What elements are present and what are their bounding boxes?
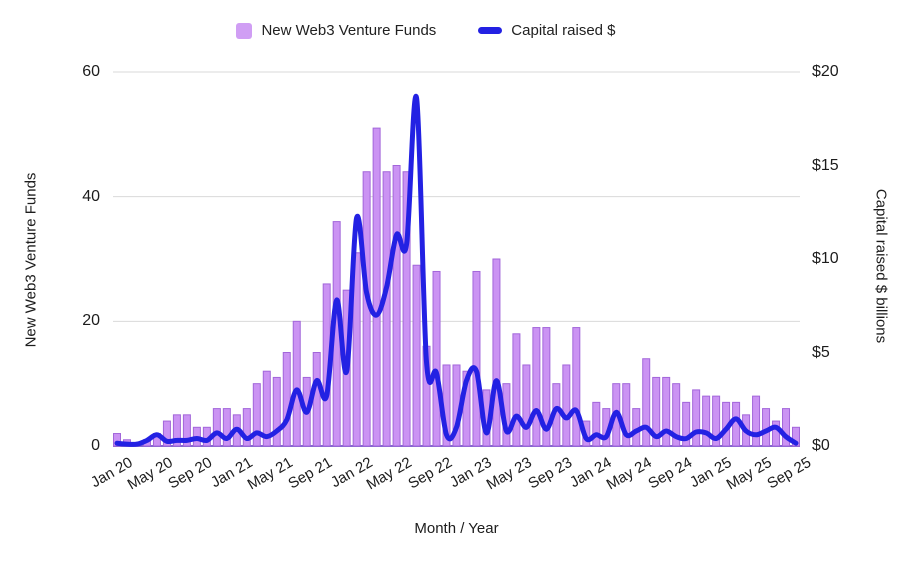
bar[interactable] [212, 408, 221, 447]
capital-series-swatch-icon [478, 27, 503, 34]
bar[interactable] [162, 420, 171, 447]
legend-capital-label: Capital raised $ [511, 22, 616, 39]
bar[interactable] [692, 389, 701, 447]
x-axis-tick-label: Sep 24 [645, 454, 695, 493]
funds-series-swatch-icon [236, 22, 253, 39]
bar[interactable] [113, 433, 121, 447]
x-axis-tick-label: May 20 [124, 454, 176, 494]
right-axis-title: Capital raised $ billions [872, 188, 890, 344]
bar[interactable] [532, 327, 541, 447]
bar[interactable] [412, 264, 421, 447]
x-axis-tick-label: Sep 25 [764, 454, 815, 493]
line-series[interactable] [114, 93, 799, 447]
bar[interactable] [682, 401, 691, 447]
bar[interactable] [652, 376, 661, 447]
bar[interactable] [642, 358, 651, 447]
left-axis-tick-label: 20 [82, 312, 100, 330]
x-axis-tick-label: May 21 [244, 454, 296, 494]
bar[interactable] [772, 420, 781, 447]
bar[interactable] [752, 395, 761, 447]
x-axis-tick-label: Sep 21 [285, 454, 336, 493]
bar[interactable] [382, 171, 391, 447]
bar[interactable] [292, 320, 301, 447]
x-axis-title: Month / Year [414, 520, 499, 537]
bar[interactable] [562, 364, 571, 447]
bar[interactable] [272, 376, 281, 447]
plot-svg [113, 71, 800, 447]
bar[interactable] [252, 383, 261, 447]
bar[interactable] [472, 270, 481, 447]
bar[interactable] [662, 376, 671, 447]
bar[interactable] [702, 395, 711, 447]
left-axis-title: New Web3 Venture Funds [22, 172, 40, 348]
x-axis-tick-label: May 22 [363, 454, 416, 494]
bar[interactable] [172, 414, 181, 447]
bar[interactable] [542, 327, 551, 447]
bar[interactable] [672, 383, 681, 447]
legend-funds-label: New Web3 Venture Funds [261, 22, 437, 39]
bar[interactable] [392, 165, 401, 447]
bar[interactable] [352, 252, 361, 447]
bar[interactable] [402, 171, 411, 447]
legend-item-capital[interactable]: Capital raised $ [478, 22, 616, 39]
x-axis-tick-label: Sep 20 [165, 454, 216, 493]
x-axis-tick-label: May 23 [483, 454, 535, 494]
bar[interactable] [792, 426, 800, 447]
bar[interactable] [782, 408, 791, 447]
bar[interactable] [242, 408, 251, 447]
bar[interactable] [522, 364, 531, 447]
bar[interactable] [262, 370, 271, 447]
bar[interactable] [572, 327, 581, 447]
left-axis-tick-label: 0 [91, 437, 100, 454]
x-axis-tick-label: May 24 [603, 454, 655, 494]
bar[interactable] [512, 333, 521, 447]
bar[interactable] [372, 127, 381, 447]
bar[interactable] [592, 401, 601, 447]
right-axis-tick-label: $20 [812, 63, 839, 80]
bar[interactable] [712, 395, 721, 447]
bar[interactable] [492, 258, 501, 447]
bar[interactable] [182, 414, 191, 447]
legend-item-funds[interactable]: New Web3 Venture Funds [236, 22, 436, 39]
left-axis-tick-label: 40 [82, 187, 100, 205]
bars-series[interactable] [113, 127, 800, 447]
right-axis-tick-label: $0 [812, 437, 830, 454]
bar[interactable] [622, 383, 631, 447]
right-axis-tick-label: $10 [812, 250, 839, 267]
plot-area [113, 71, 800, 447]
x-axis-tick-label: Sep 23 [525, 454, 575, 493]
x-axis-tick-label: May 25 [723, 454, 775, 494]
bar[interactable] [312, 352, 321, 447]
left-axis-tick-label: 60 [82, 63, 100, 80]
right-axis-tick-label: $15 [812, 156, 839, 174]
bar[interactable] [222, 408, 231, 447]
bar[interactable] [432, 270, 441, 447]
chart-legend: New Web3 Venture Funds Capital raised $ [0, 22, 922, 39]
right-axis-tick-label: $5 [812, 343, 830, 361]
x-axis-tick-label: Sep 22 [405, 454, 456, 493]
bar[interactable] [282, 352, 291, 447]
